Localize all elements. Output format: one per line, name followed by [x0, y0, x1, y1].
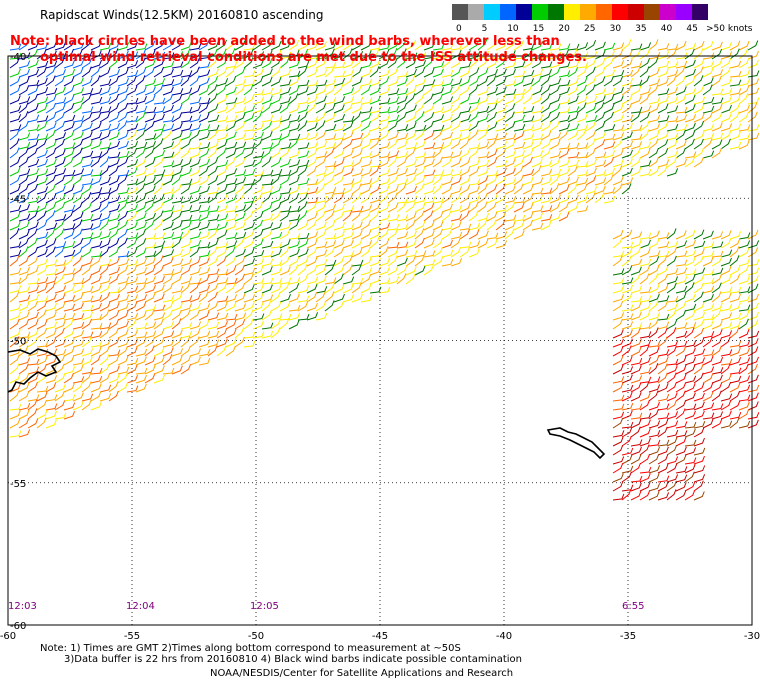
- lat-tick-label: -60: [10, 621, 26, 632]
- legend-unit-label: >50 knots: [706, 24, 753, 34]
- lon-tick-label: -45: [372, 631, 388, 642]
- footer-credit: NOAA/NESDIS/Center for Satellite Applica…: [210, 668, 514, 679]
- lon-tick-label: -50: [248, 631, 264, 642]
- legend-swatch: [628, 4, 644, 20]
- legend-swatch: [452, 4, 468, 20]
- legend-tick-label: 15: [533, 24, 544, 34]
- footer-note-1: Note: 1) Times are GMT 2)Times along bot…: [40, 643, 461, 654]
- lat-tick-label: -50: [10, 337, 26, 348]
- lon-tick-label: -30: [744, 631, 760, 642]
- pass-time-label: 12:04: [126, 601, 155, 612]
- legend-swatch: [564, 4, 580, 20]
- legend-swatch: [516, 4, 532, 20]
- lat-lon-grid: [7, 55, 753, 626]
- lon-tick-label: -60: [0, 631, 16, 642]
- legend-tick-label: 10: [507, 24, 519, 34]
- legend-tick-label: 30: [610, 24, 622, 34]
- footer-note-2: 3)Data buffer is 22 hrs from 20160810 4)…: [64, 654, 522, 665]
- lon-tick-label: -40: [496, 631, 512, 642]
- legend-tick-label: 0: [456, 24, 462, 34]
- legend-tick-label: 20: [558, 24, 570, 34]
- legend-swatch: [532, 4, 548, 20]
- map-title: Rapidscat Winds(12.5KM) 20160810 ascendi…: [40, 8, 324, 22]
- note-line-1: Note: black circles have been added to t…: [10, 34, 560, 49]
- legend-tick-label: 40: [661, 24, 673, 34]
- south-georgia-coast: [546, 427, 606, 460]
- legend-tick-label: 35: [635, 24, 646, 34]
- pass-time-label: 12:03: [8, 601, 37, 612]
- map-axes: -60 -55 -50 -45 -40 -35 -30 -40 -45 -50 -55 -60 12:0…: [0, 52, 760, 642]
- contamination-note: Note: black circles have been added to t…: [10, 34, 587, 66]
- legend-swatch: [612, 4, 628, 20]
- legend-swatch: [580, 4, 596, 20]
- legend-swatch: [692, 4, 708, 20]
- lat-tick-label: -40: [10, 52, 26, 63]
- legend-swatch: [484, 4, 500, 20]
- legend-swatch: [596, 4, 612, 20]
- pass-time-label: 12:05: [250, 601, 279, 612]
- lon-tick-label: -55: [124, 631, 140, 642]
- lat-tick-label: -45: [10, 194, 26, 205]
- wind-barbs: [9, 39, 760, 501]
- legend-swatch: [644, 4, 660, 20]
- wind-speed-legend: 0 5 10 15 20 25 30 35 40 45 >50 knots: [452, 4, 753, 34]
- legend-swatch: [548, 4, 564, 20]
- falkland-islands-coast: [7, 348, 62, 393]
- coastlines: [7, 348, 606, 460]
- legend-tick-label: 5: [482, 24, 488, 34]
- note-line-2: optimal wind retrieval conditions are me…: [40, 50, 587, 65]
- legend-swatch: [660, 4, 676, 20]
- legend-tick-label: 45: [686, 24, 697, 34]
- lat-tick-label: -55: [10, 479, 26, 490]
- legend-swatch: [676, 4, 692, 20]
- legend-swatch: [500, 4, 516, 20]
- legend-tick-label: 25: [584, 24, 595, 34]
- lon-tick-label: -35: [620, 631, 636, 642]
- legend-swatch: [468, 4, 484, 20]
- pass-time-label: 6:55: [622, 601, 644, 612]
